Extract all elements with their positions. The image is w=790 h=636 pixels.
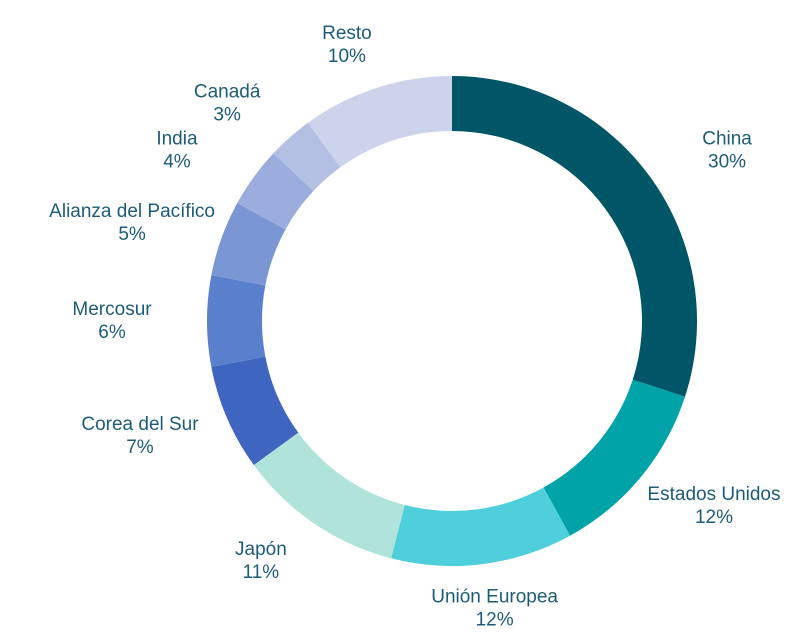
donut-slice [253, 432, 405, 559]
donut-slice [543, 379, 686, 536]
donut-slice [391, 487, 571, 566]
slice-value-label: 7% [126, 437, 154, 458]
slice-value-label: 5% [118, 224, 146, 245]
donut-slice [273, 122, 341, 191]
slice-value-label: 12% [476, 610, 514, 631]
slice-label: Japón [235, 539, 287, 560]
slice-label: Alianza del Pacífico [49, 201, 215, 222]
slice-label: Resto [322, 23, 372, 44]
slice-value-label: 10% [328, 46, 366, 67]
slice-label: Corea del Sur [81, 414, 199, 435]
donut-slice [307, 76, 452, 168]
donut-slice [211, 202, 286, 286]
slice-label: Canadá [194, 81, 261, 102]
slice-value-label: 30% [708, 152, 746, 173]
slice-value-label: 4% [163, 152, 191, 173]
slice-label: Unión Europea [431, 587, 558, 608]
slice-value-label: 12% [695, 507, 733, 528]
slice-label: India [156, 129, 198, 150]
slice-value-label: 6% [98, 322, 126, 343]
donut-slice [211, 356, 299, 466]
slice-label: Estados Unidos [647, 484, 780, 505]
slice-value-label: 3% [213, 104, 241, 125]
donut-slice [207, 275, 266, 367]
slice-value-label: 11% [243, 562, 280, 583]
donut-slice [237, 153, 314, 230]
slice-label: Mercosur [72, 299, 152, 320]
slice-label: China [702, 129, 752, 150]
donut-slice [452, 76, 697, 397]
